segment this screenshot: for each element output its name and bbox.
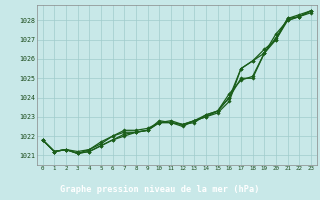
Text: Graphe pression niveau de la mer (hPa): Graphe pression niveau de la mer (hPa) bbox=[60, 185, 260, 194]
